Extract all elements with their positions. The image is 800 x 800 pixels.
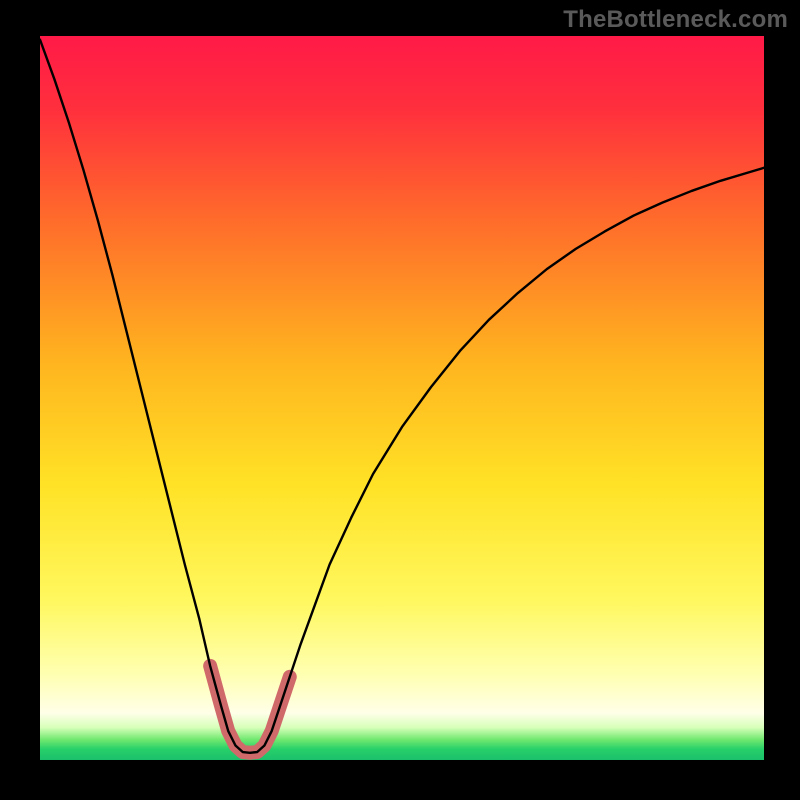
image-frame: TheBottleneck.com: [0, 0, 800, 800]
bottleneck-chart: [40, 36, 764, 760]
chart-background: [40, 36, 764, 760]
watermark-text: TheBottleneck.com: [563, 6, 788, 34]
